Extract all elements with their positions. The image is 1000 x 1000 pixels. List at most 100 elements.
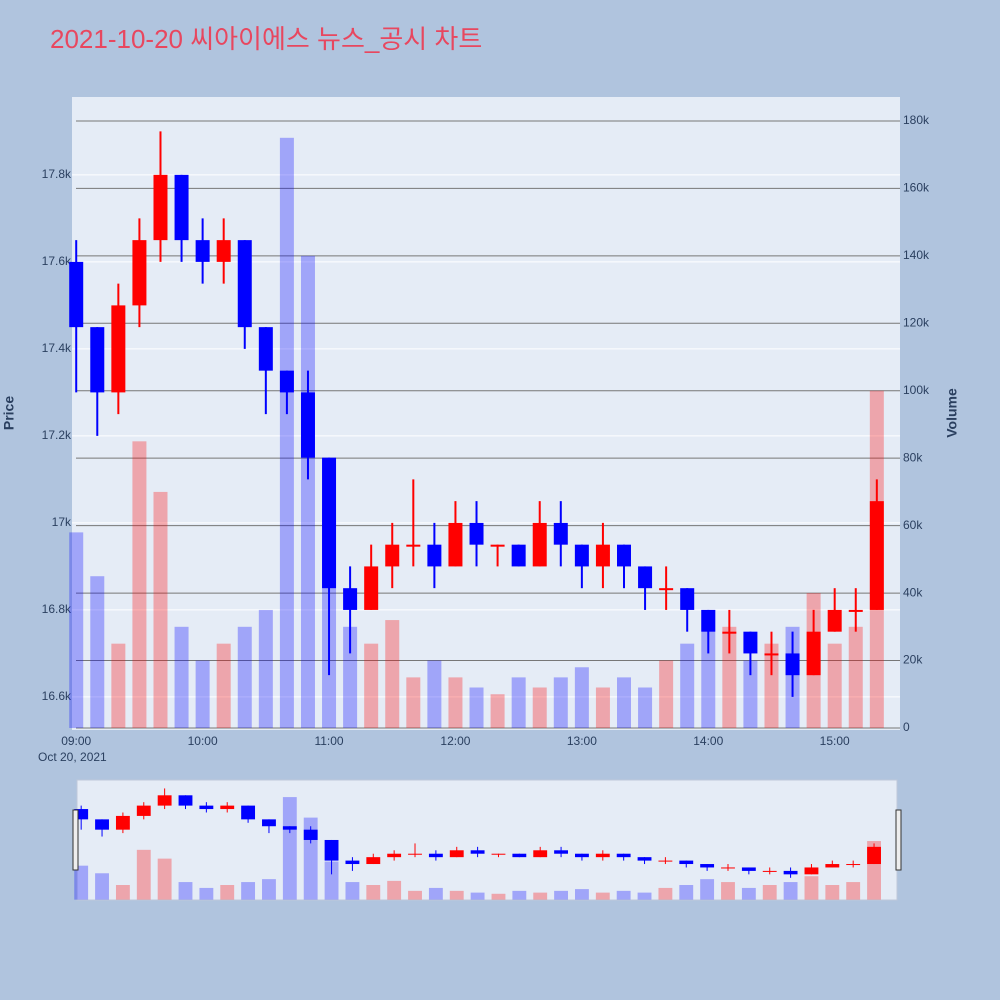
slider-volume-bar (241, 882, 256, 900)
slider-volume-bar (762, 884, 777, 900)
slider-volume-bar (345, 882, 360, 900)
volume-bar (574, 667, 589, 728)
candle-body (638, 566, 653, 589)
volume-bar (638, 687, 653, 728)
x-tick-label: 15:00 (820, 734, 850, 748)
candle-body (595, 544, 610, 567)
slider-handle[interactable] (895, 809, 902, 871)
slider-candle-body (804, 867, 819, 875)
candle-body (701, 609, 716, 632)
slider-candle-body (783, 870, 798, 875)
candle-body (90, 327, 105, 393)
slider-volume-bar (554, 890, 569, 900)
slider-candle-body (324, 839, 339, 861)
x-date-label: Oct 20, 2021 (38, 750, 107, 764)
volume-bar (764, 643, 779, 728)
candle-body (132, 240, 147, 306)
slider-candle-body (74, 809, 89, 820)
slider-candle-body (867, 846, 881, 865)
slider-volume-bar (783, 882, 798, 900)
candle-body (722, 631, 737, 634)
slider-volume-bar (658, 887, 673, 900)
volume-bar (111, 643, 126, 728)
candle-body (659, 588, 674, 591)
candle-body (153, 174, 168, 241)
volume-bar (659, 660, 674, 728)
volume-bar (69, 532, 84, 728)
slider-volume-bar (408, 890, 422, 900)
y-tick-label: 17.2k (42, 428, 72, 442)
volume-bar (701, 609, 716, 728)
slider-volume-bar (115, 884, 130, 900)
candle-body (237, 240, 252, 328)
volume-bar (385, 620, 400, 728)
volume-bar (279, 137, 294, 728)
volume-bar (617, 677, 631, 728)
candle-body (785, 653, 800, 676)
volume-bar (722, 626, 737, 728)
candle-body (216, 240, 231, 262)
slider-candle-body (470, 850, 485, 854)
slider-volume-bar (262, 879, 276, 900)
volume-bar (448, 677, 463, 728)
slider-volume-bar (324, 861, 339, 900)
volume-bar (174, 626, 189, 728)
slider-volume-bar (512, 890, 527, 900)
slider-candle-body (491, 853, 506, 855)
slider-candle-body (136, 805, 151, 816)
slider-candle-body (199, 805, 214, 810)
candle-body (448, 522, 463, 567)
slider-volume-bar (846, 882, 861, 900)
slider-candle-body (846, 864, 861, 866)
x-tick-label: 13:00 (567, 734, 597, 748)
volume-bar (90, 576, 105, 728)
volume-bar (406, 677, 421, 728)
slider-volume-bar (387, 880, 402, 900)
slider-candle-body (637, 857, 652, 861)
slider-handle[interactable] (72, 809, 79, 871)
slider-candle-body (595, 853, 610, 858)
candle-body (848, 609, 863, 612)
candle-body (427, 544, 442, 567)
slider-volume-bar (449, 890, 464, 900)
y-tick-label: 17.8k (42, 167, 72, 181)
slider-candle-body (575, 853, 589, 858)
slider-candle-body (512, 853, 527, 858)
slider-candle-body (178, 795, 193, 806)
x-tick-label: 10:00 (188, 734, 218, 748)
y2-tick-label: 20k (903, 653, 923, 667)
candle-body (680, 588, 695, 610)
slider-candle-body (408, 853, 422, 855)
slider-candle-body (95, 819, 109, 830)
range-slider[interactable] (76, 779, 898, 901)
y2-tick-label: 0 (903, 720, 910, 734)
candle-body (258, 327, 273, 371)
slider-volume-bar (595, 892, 610, 900)
candle-body (469, 522, 484, 545)
plot-area (72, 97, 900, 730)
candle-body (322, 457, 337, 589)
y2-tick-label: 140k (903, 248, 930, 262)
volume-bar (595, 687, 610, 728)
slider-volume-bar (721, 882, 735, 900)
slider-candle-body (679, 860, 694, 865)
candle-body (406, 544, 421, 547)
slider-volume-bar (700, 879, 715, 900)
candle-body (764, 653, 779, 656)
volume-bar (216, 643, 231, 728)
slider-candle-body (554, 850, 569, 854)
candle-body (490, 544, 505, 547)
candle-body (574, 544, 589, 567)
slider-volume-bar (804, 876, 819, 900)
y2-tick-label: 180k (903, 113, 930, 127)
slider-volume-bar (741, 887, 756, 900)
slider-volume-bar (178, 882, 193, 900)
y2-tick-label: 100k (903, 383, 930, 397)
slider-volume-bar (637, 892, 652, 900)
slider-candle-body (721, 867, 735, 869)
slider-volume-bar (282, 797, 297, 900)
volume-bar (511, 677, 526, 728)
candle-body (827, 609, 842, 632)
slider-volume-bar (220, 884, 235, 900)
volume-bar (743, 660, 758, 728)
